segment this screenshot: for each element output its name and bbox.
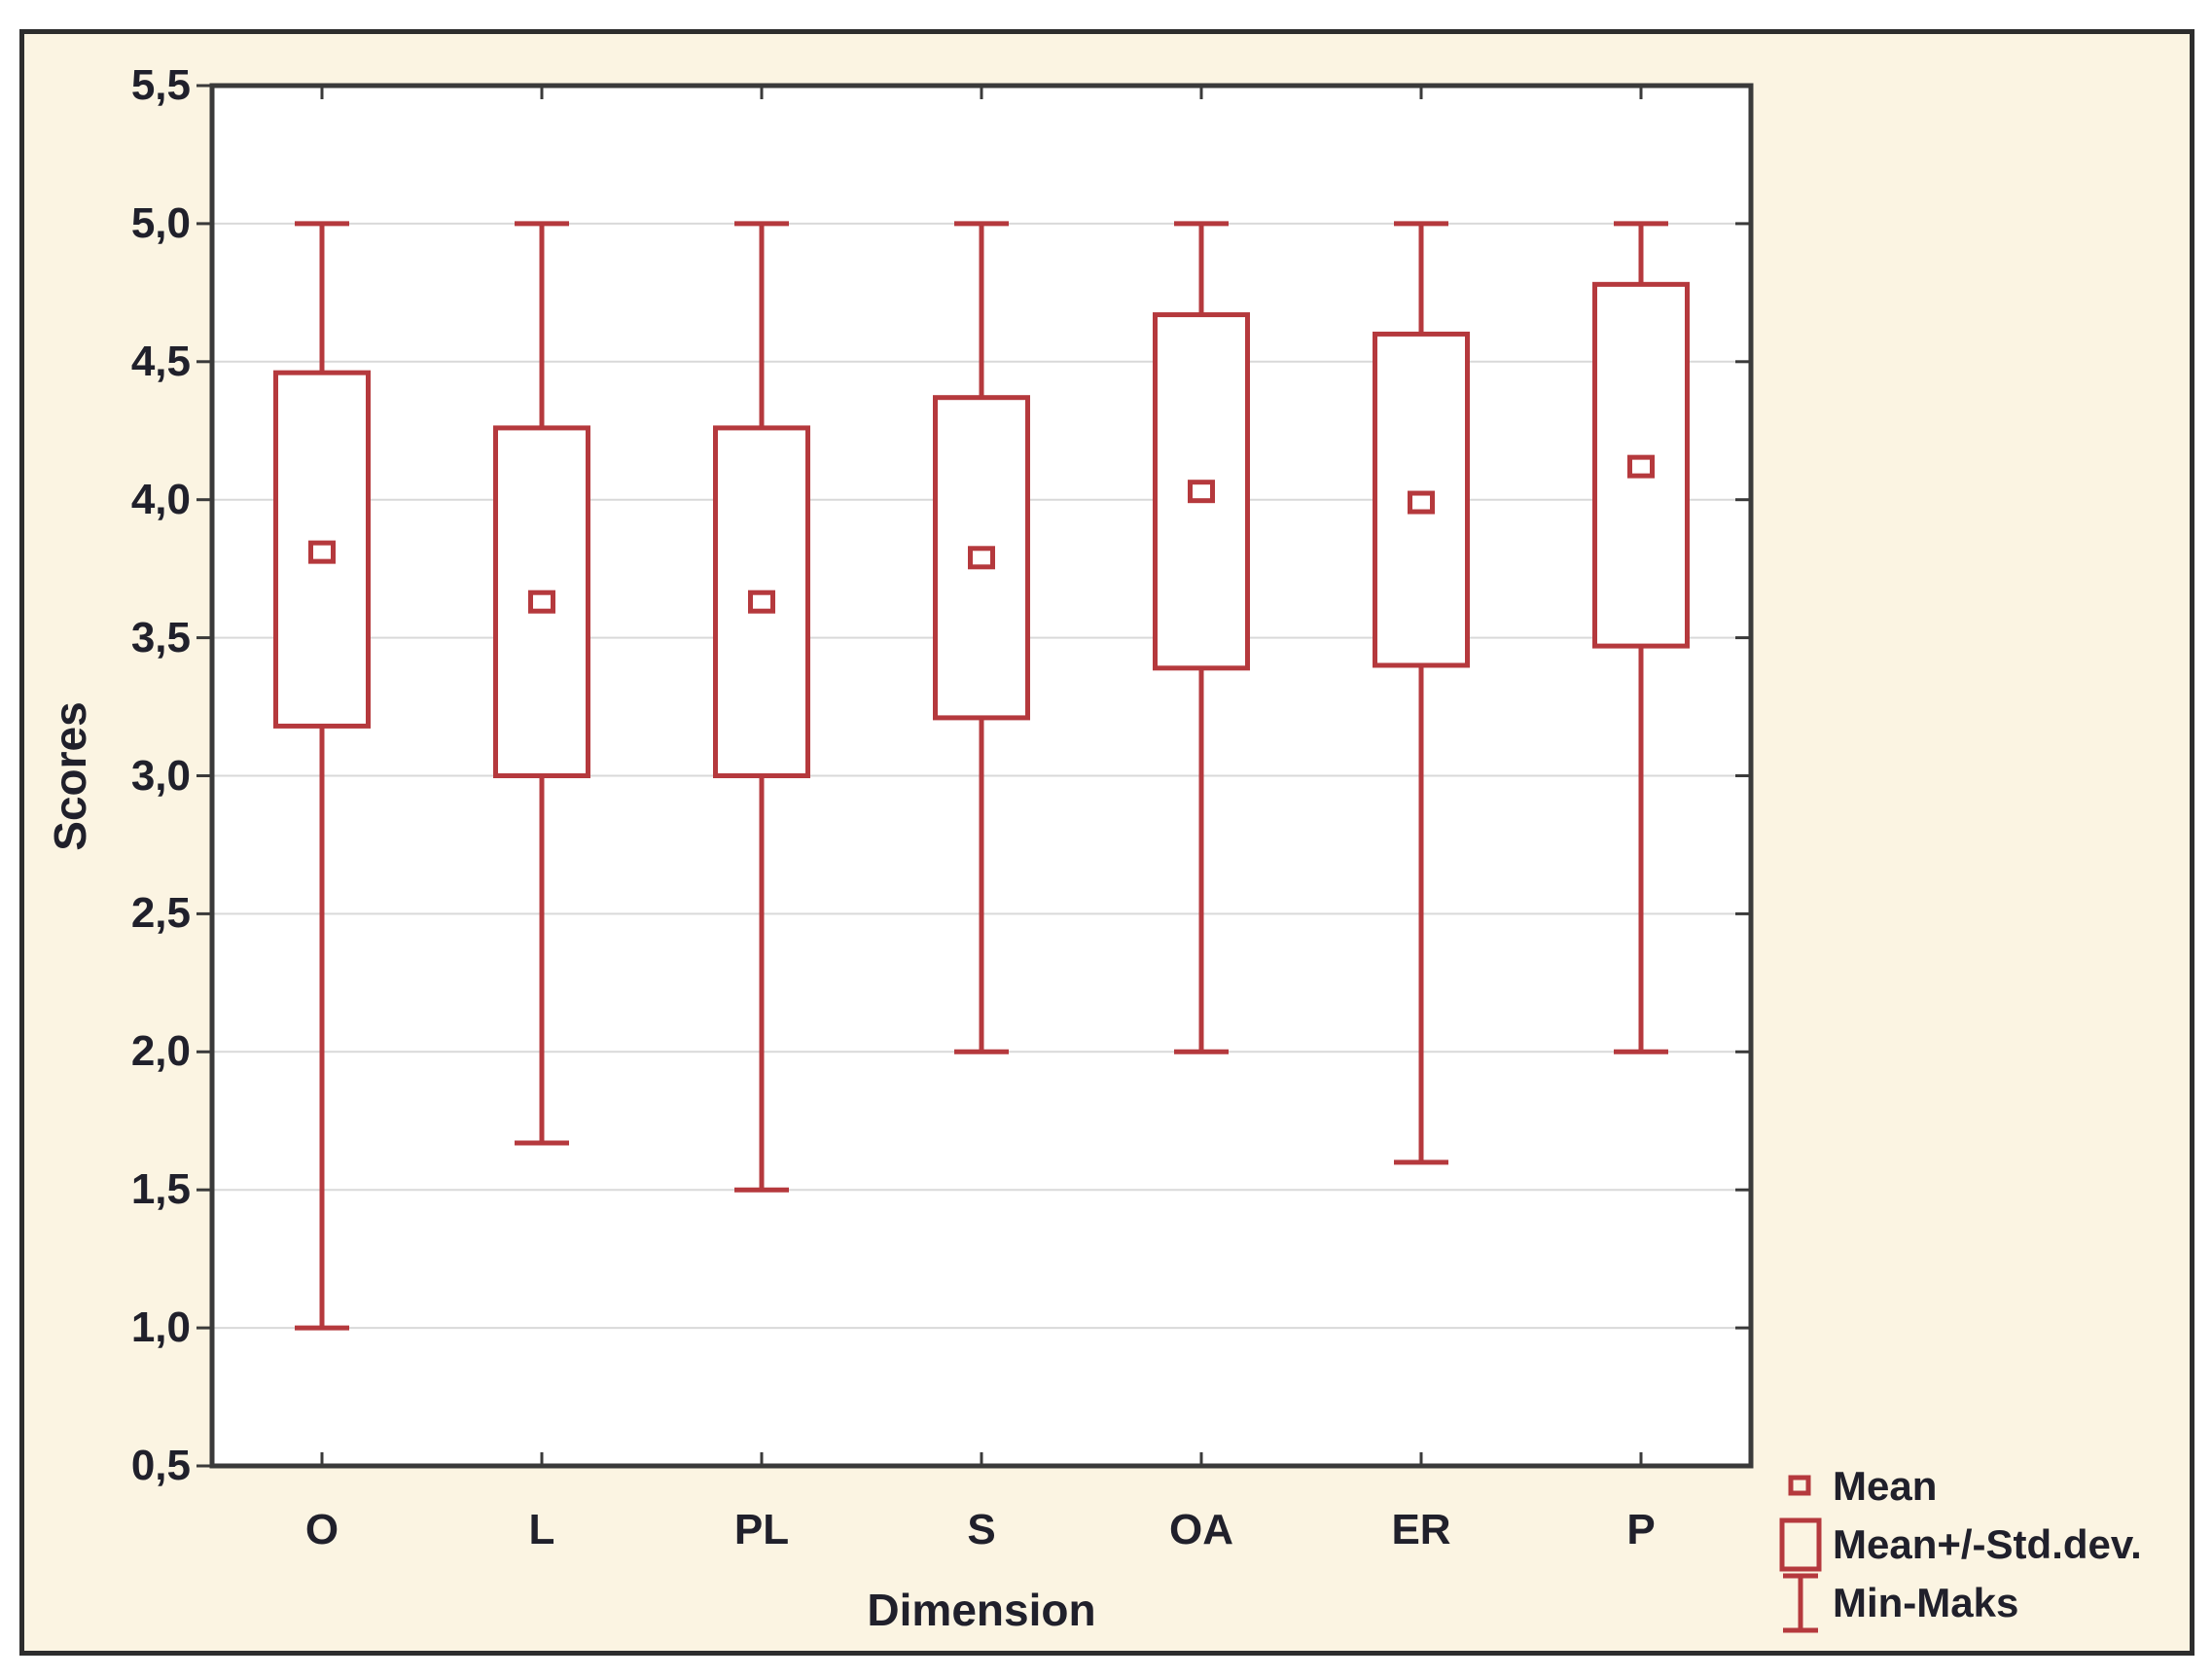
legend-row: Min-Maks [1768, 1572, 2142, 1634]
mean-marker [968, 546, 995, 570]
legend-icon-cell [1768, 1516, 1833, 1573]
y-tick-label: 3,5 [130, 613, 191, 661]
mean-marker [1408, 490, 1435, 515]
y-tick-label: 2,0 [130, 1027, 191, 1076]
std-dev-box-icon [1779, 1517, 1822, 1572]
x-tick-label: S [967, 1506, 996, 1553]
mean-marker [748, 589, 775, 614]
stddev-box [713, 425, 810, 778]
min-max-whisker-icon [1783, 1573, 1818, 1633]
mean-marker [308, 540, 336, 564]
mean-marker [1188, 480, 1215, 504]
x-tick-label: ER [1391, 1506, 1451, 1553]
x-tick-label: P [1626, 1506, 1656, 1553]
boxplot-svg [196, 83, 1754, 1469]
mean-icon [1788, 1475, 1811, 1496]
y-tick-label: 0,5 [130, 1442, 191, 1489]
legend-icon-cell [1768, 1474, 1833, 1499]
y-tick-label: 5,0 [130, 198, 191, 247]
y-axis-title: Scores [45, 701, 95, 851]
y-tick-label: 1,0 [130, 1303, 191, 1352]
legend: Mean Mean+/-Std.dev. Min-Maks [1768, 1457, 2142, 1634]
x-axis-title: Dimension [867, 1585, 1096, 1635]
y-tick-label: 5,5 [130, 61, 191, 109]
legend-label: Mean [1833, 1463, 1938, 1509]
mean-marker [528, 589, 555, 614]
plot-area [196, 83, 1754, 1469]
x-tick-label: O [304, 1506, 339, 1553]
plot-border [209, 83, 1754, 1469]
x-tick-label: OA [1169, 1506, 1233, 1553]
x-tick-label: L [528, 1506, 555, 1553]
y-tick-label: 4,5 [130, 337, 191, 385]
y-tick-label: 3,0 [130, 751, 191, 800]
legend-row: Mean+/-Std.dev. [1768, 1516, 2142, 1574]
y-tick-label: 2,5 [130, 889, 191, 938]
legend-label: Mean+/-Std.dev. [1833, 1521, 2142, 1567]
y-tick-label: 4,0 [130, 475, 191, 523]
mean-marker [1627, 454, 1655, 479]
x-tick-label: PL [733, 1506, 790, 1553]
legend-row: Mean [1768, 1457, 2142, 1516]
legend-icon-cell [1768, 1572, 1833, 1634]
legend-label: Min-Maks [1833, 1580, 2019, 1625]
stddev-box [1153, 312, 1250, 671]
y-tick-label: 1,5 [130, 1165, 191, 1214]
